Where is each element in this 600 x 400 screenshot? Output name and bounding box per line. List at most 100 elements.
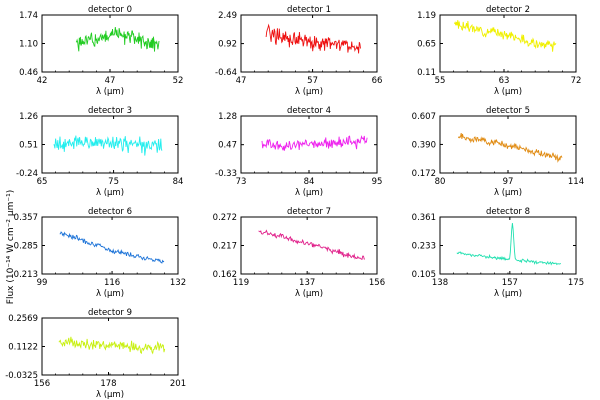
y-tick-label: 1.10 (19, 40, 38, 50)
x-tick-label: 47 (236, 76, 247, 86)
x-axis-label: λ (μm) (295, 87, 323, 97)
plot-frame (240, 14, 378, 73)
y-tick-label: 1.74 (19, 11, 38, 21)
y-tick-label: 0.2569 (8, 314, 38, 324)
x-tick-label: 72 (571, 76, 582, 86)
spectrum-line (75, 27, 160, 52)
detector-panel: detector 8 138 157 175 0.105 0.233 0.361 λ (μm) (412, 207, 584, 299)
x-tick-label: 73 (236, 177, 247, 187)
y-tick-label: 0.46 (19, 68, 38, 78)
x-tick-label: 132 (170, 278, 186, 288)
x-tick-label: 95 (372, 177, 383, 187)
y-tick-label: 0.390 (412, 140, 436, 150)
x-axis-label: λ (μm) (494, 289, 522, 299)
x-tick-label: 175 (568, 278, 584, 288)
panel-title: detector 3 (88, 106, 132, 116)
x-tick-label: 42 (37, 76, 48, 86)
panel-title: detector 6 (88, 207, 132, 217)
x-axis-label: λ (μm) (494, 188, 522, 198)
detector-panel: detector 6 99 116 132 0.213 0.285 0.357 λ (μm) (14, 207, 186, 299)
plot-frame (41, 216, 179, 275)
spectrum-line (261, 135, 368, 151)
x-tick-label: 57 (307, 76, 318, 86)
detector-panel: detector 4 73 84 95 -0.33 0.47 1.28 λ (μm) (215, 106, 382, 198)
x-tick-label: 156 (34, 379, 50, 389)
detector-panel: detector 5 80 97 114 0.172 0.390 0.607 λ (μm) (412, 106, 584, 198)
spectrum-line (456, 222, 562, 266)
x-tick-label: 84 (173, 177, 184, 187)
panel-title: detector 7 (287, 207, 331, 217)
y-tick-label: -0.0325 (5, 371, 38, 381)
x-tick-label: 80 (435, 177, 446, 187)
x-tick-label: 156 (369, 278, 385, 288)
x-tick-label: 66 (372, 76, 383, 86)
plot-frame (240, 216, 378, 275)
spectrum-line (265, 23, 361, 54)
y-tick-label: 0.217 (213, 242, 237, 252)
y-tick-label: 0.105 (412, 270, 436, 280)
x-tick-label: 178 (100, 379, 116, 389)
x-axis-label: λ (μm) (96, 188, 124, 198)
y-tick-label: 1.26 (19, 112, 38, 122)
panel-title: detector 2 (486, 5, 530, 15)
x-axis-label: λ (μm) (96, 87, 124, 97)
detector-panel: detector 7 119 137 156 0.162 0.217 0.272 λ (μm) (213, 207, 385, 299)
x-axis-label: λ (μm) (494, 87, 522, 97)
panel-title: detector 4 (287, 106, 331, 116)
y-tick-label: 0.233 (412, 242, 436, 252)
x-tick-label: 63 (499, 76, 510, 86)
x-tick-label: 47 (105, 76, 116, 86)
x-tick-label: 201 (170, 379, 186, 389)
x-tick-label: 52 (173, 76, 184, 86)
y-tick-label: 0.285 (14, 242, 38, 252)
spectrum-line (59, 231, 165, 264)
y-tick-label: 0.65 (417, 40, 436, 50)
spectrum-line (58, 336, 166, 355)
detector-panel: detector 0 42 47 52 0.46 1.10 1.74 λ (μm) (19, 5, 183, 97)
figure-y-axis-label: Flux (10⁻¹⁴ W cm⁻² μm⁻¹) (6, 190, 16, 304)
y-tick-label: 0.607 (412, 112, 436, 122)
spectrum-line (258, 229, 365, 261)
x-tick-label: 138 (432, 278, 448, 288)
y-tick-label: 0.92 (218, 40, 237, 50)
y-tick-label: 0.172 (412, 169, 436, 179)
panel-title: detector 9 (88, 308, 132, 318)
x-tick-label: 116 (104, 278, 120, 288)
plot-frame (439, 216, 577, 275)
x-tick-label: 55 (435, 76, 446, 86)
x-tick-label: 75 (108, 177, 119, 187)
detector-panel: detector 1 47 57 66 -0.64 0.92 2.49 λ (μm) (215, 5, 382, 97)
panel-title: detector 8 (486, 207, 530, 217)
x-axis-label: λ (μm) (96, 390, 124, 400)
y-tick-label: 0.51 (19, 141, 38, 151)
detector-panel: detector 9 156 178 201 -0.0325 0.1122 0.2569 λ … (5, 308, 186, 400)
x-tick-label: 65 (37, 177, 48, 187)
y-tick-label: 0.213 (14, 270, 38, 280)
x-axis-label: λ (μm) (295, 188, 323, 198)
x-tick-label: 84 (304, 177, 315, 187)
x-tick-label: 119 (233, 278, 249, 288)
x-axis-label: λ (μm) (96, 289, 124, 299)
y-tick-label: 0.357 (14, 213, 38, 223)
y-tick-label: -0.24 (16, 169, 38, 179)
panel-title: detector 0 (88, 5, 132, 15)
spectrum-line (453, 20, 557, 52)
y-tick-label: 0.1122 (8, 343, 38, 353)
y-tick-label: 1.19 (417, 11, 436, 21)
x-axis-label: λ (μm) (295, 289, 323, 299)
y-tick-label: 0.361 (412, 213, 436, 223)
y-tick-label: 0.272 (213, 213, 237, 223)
detector-panel: detector 3 65 75 84 -0.24 0.51 1.26 λ (μm) (16, 106, 183, 198)
y-tick-label: -0.64 (215, 68, 237, 78)
panel-title: detector 1 (287, 5, 331, 15)
y-tick-label: 0.47 (218, 141, 237, 151)
y-tick-label: 0.11 (417, 68, 436, 78)
plot-frame (439, 115, 577, 174)
plot-frame (41, 14, 179, 73)
panel-title: detector 5 (486, 106, 530, 116)
y-tick-label: 2.49 (218, 11, 237, 21)
spectrum-line (458, 133, 563, 163)
detector-panels: detector 042 47 520.461.101.74λ (μm)detect… (5, 5, 584, 400)
y-tick-label: 1.28 (218, 112, 237, 122)
